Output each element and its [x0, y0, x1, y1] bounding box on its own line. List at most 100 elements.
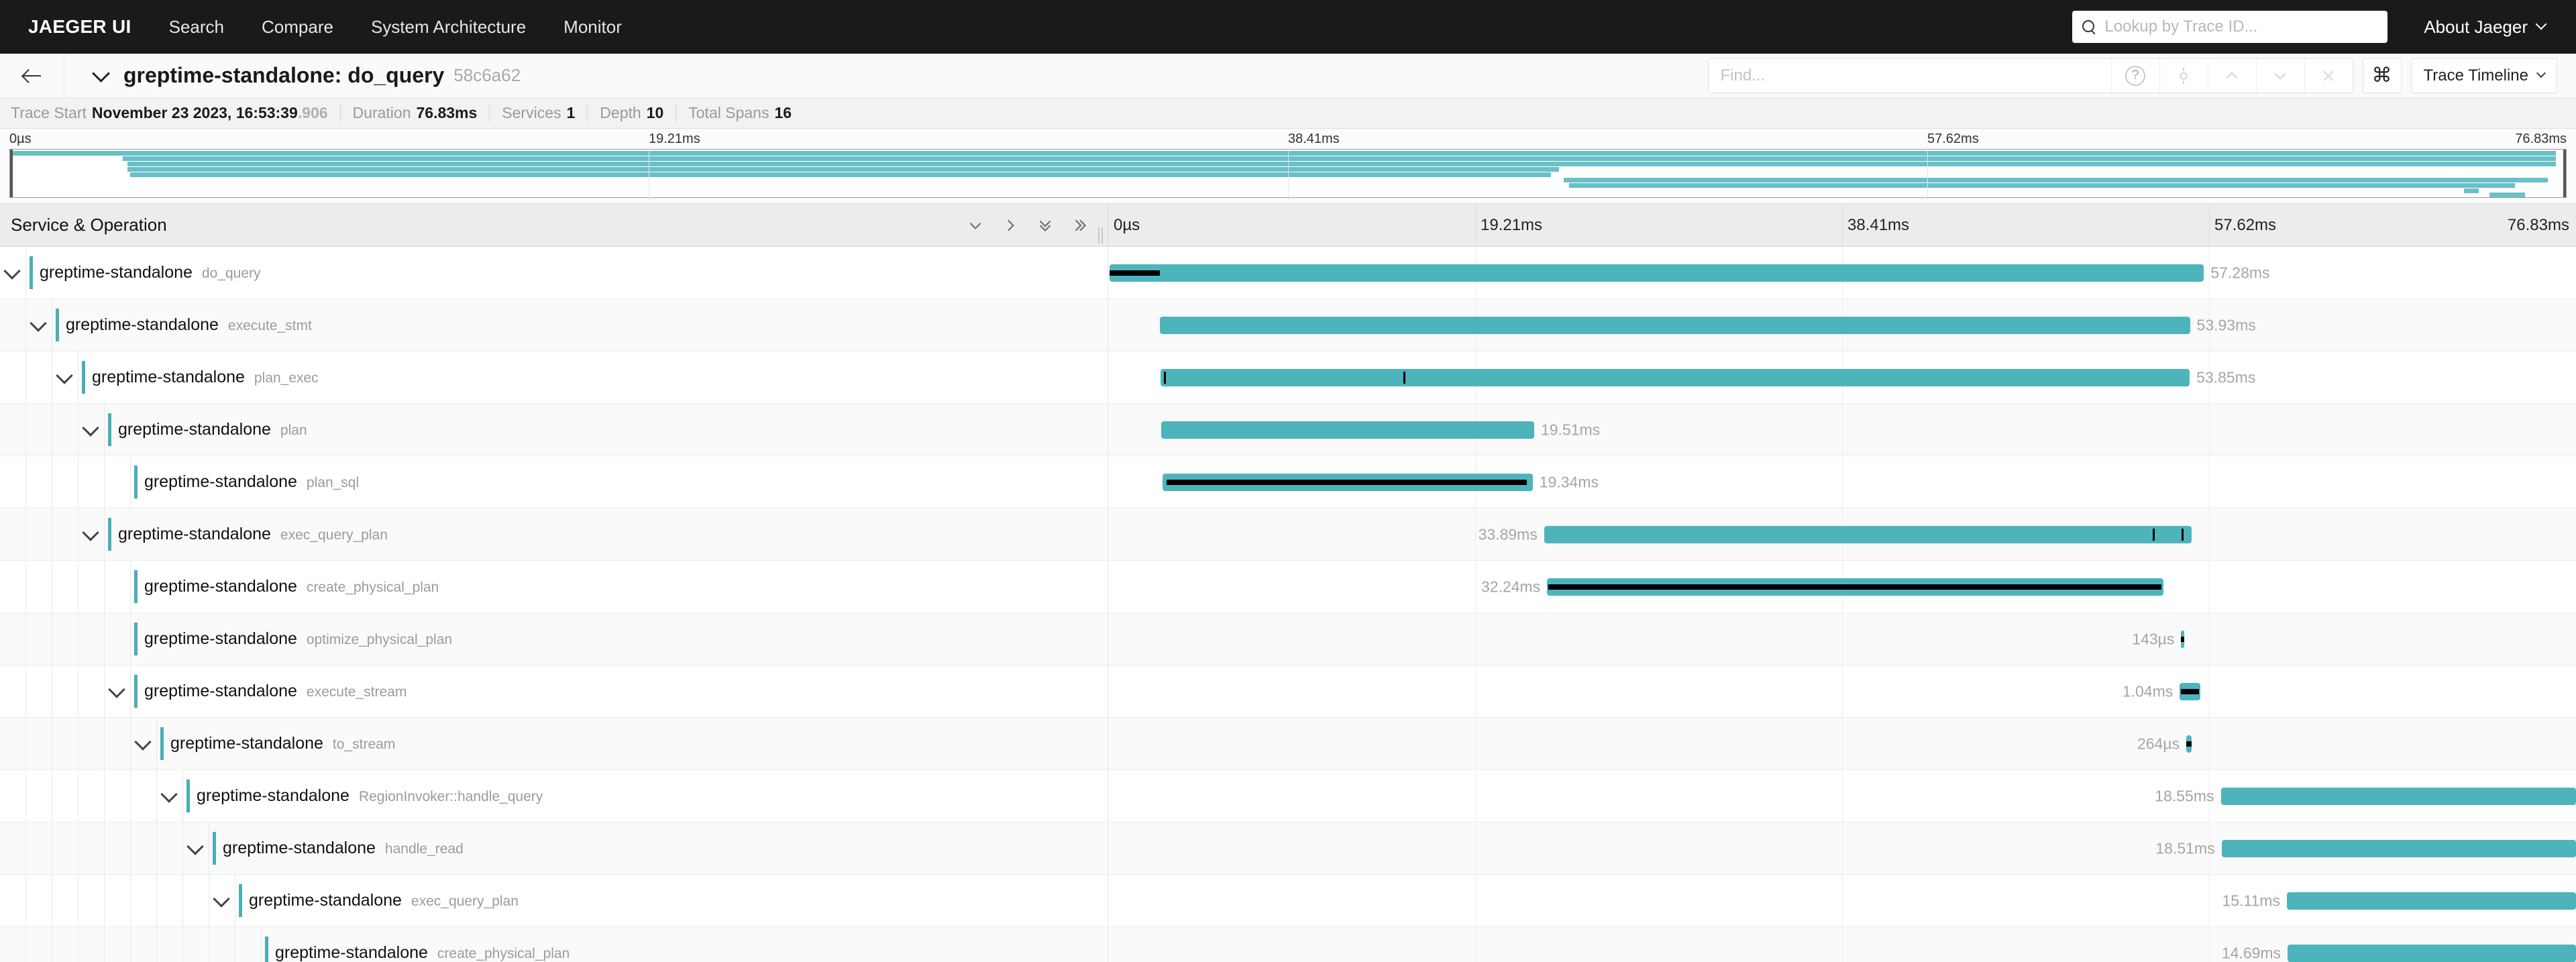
span-row[interactable]: greptime-standalone plan_exec 53.85ms — [0, 352, 2576, 404]
timeline-tick-label: 19.21ms — [1481, 216, 1543, 234]
span-row-label-cell[interactable]: greptime-standalone plan_sql — [0, 456, 1108, 508]
span-duration-bar[interactable] — [1544, 525, 2192, 543]
span-row[interactable]: greptime-standalone plan_sql 19.34ms — [0, 456, 2576, 509]
span-duration-bar[interactable] — [1161, 368, 2190, 386]
chevron-up-icon — [2226, 71, 2238, 78]
span-row[interactable]: greptime-standalone exec_query_plan 15.11m… — [0, 875, 2576, 927]
brand-logo[interactable]: JAEGER UI — [28, 16, 131, 37]
chevron-down-icon[interactable] — [107, 682, 127, 702]
span-duration-label: 53.93ms — [2196, 316, 2256, 333]
chevron-down-icon[interactable] — [160, 786, 180, 806]
span-duration-bar[interactable] — [2181, 630, 2185, 648]
nav-link-compare[interactable]: Compare — [262, 16, 333, 37]
span-row-timeline-cell[interactable]: 264µs — [1108, 718, 2576, 769]
span-row-timeline-cell[interactable]: 14.69ms — [1108, 927, 2576, 962]
span-row-label-cell[interactable]: greptime-standalone create_physical_plan — [0, 927, 1108, 962]
span-row-timeline-cell[interactable]: 1.04ms — [1108, 665, 2576, 717]
chevron-down-icon[interactable] — [212, 891, 232, 911]
span-row-label-cell[interactable]: greptime-standalone plan_exec — [0, 352, 1108, 403]
span-row[interactable]: greptime-standalone create_physical_plan 1… — [0, 927, 2576, 962]
prev-match-button[interactable] — [2207, 58, 2256, 93]
chevron-down-icon[interactable] — [81, 525, 101, 545]
span-row-label-cell[interactable]: greptime-standalone RegionInvoker::handle… — [0, 770, 1108, 822]
collapse-one-level-icon[interactable] — [1002, 215, 1019, 235]
span-row-timeline-cell[interactable]: 15.11ms — [1108, 875, 2576, 926]
about-jaeger-label: About Jaeger — [2424, 16, 2528, 37]
span-label: greptime-standalone RegionInvoker::handle… — [197, 786, 543, 806]
minimap-drag-handle-left[interactable] — [10, 150, 13, 197]
span-duration-bar[interactable] — [2221, 839, 2576, 857]
back-button[interactable] — [0, 54, 64, 97]
span-duration-bar[interactable] — [2220, 787, 2576, 805]
span-row-label-cell[interactable]: greptime-standalone exec_query_plan — [0, 509, 1108, 560]
next-match-button[interactable] — [2255, 58, 2304, 93]
find-help-button[interactable]: ? — [2110, 58, 2159, 93]
span-row-timeline-cell[interactable]: 18.51ms — [1108, 822, 2576, 874]
span-label: greptime-standalone plan_exec — [92, 368, 319, 387]
chevron-down-icon[interactable] — [3, 263, 23, 283]
span-row[interactable]: greptime-standalone optimize_physical_pla… — [0, 613, 2576, 665]
collapse-all-icon[interactable] — [1071, 215, 1089, 235]
span-row[interactable]: greptime-standalone to_stream 264µs — [0, 718, 2576, 770]
span-duration-bar[interactable] — [1547, 578, 2164, 596]
span-duration-bar[interactable] — [2286, 892, 2576, 910]
span-duration-bar[interactable] — [1159, 316, 2190, 334]
top-navigation-bar: JAEGER UI Search Compare System Architec… — [0, 0, 2576, 54]
span-row-timeline-cell[interactable]: 19.51ms — [1108, 404, 2576, 456]
span-row[interactable]: greptime-standalone execute_stmt 53.93ms — [0, 299, 2576, 352]
trace-id-lookup[interactable] — [2072, 11, 2388, 43]
span-row-timeline-cell[interactable]: 32.24ms — [1108, 561, 2576, 612]
span-row-timeline-cell[interactable]: 18.55ms — [1108, 770, 2576, 822]
span-row-label-cell[interactable]: greptime-standalone plan — [0, 404, 1108, 456]
expand-one-level-icon[interactable] — [967, 215, 984, 235]
span-duration-bar[interactable] — [2186, 735, 2192, 753]
find-input[interactable] — [1708, 58, 2111, 93]
chevron-down-icon[interactable] — [186, 839, 206, 859]
span-duration-bar[interactable] — [2288, 944, 2576, 962]
span-row-label-cell[interactable]: greptime-standalone to_stream — [0, 718, 1108, 769]
span-duration-bar[interactable] — [2180, 682, 2200, 700]
chevron-down-icon[interactable] — [81, 420, 101, 440]
span-row[interactable]: greptime-standalone create_physical_plan 3… — [0, 561, 2576, 613]
span-row-timeline-cell[interactable]: 143µs — [1108, 613, 2576, 665]
span-row-timeline-cell[interactable]: 57.28ms — [1108, 247, 2576, 299]
minimap-drag-handle-right[interactable] — [2563, 150, 2566, 197]
span-row-label-cell[interactable]: greptime-standalone create_physical_plan — [0, 561, 1108, 612]
chevron-down-icon[interactable] — [133, 734, 154, 754]
trace-minimap[interactable]: 0µs 19.21ms 38.41ms 57.62ms 76.83ms — [0, 129, 2576, 204]
collapse-header-toggle[interactable] — [94, 68, 109, 83]
chevron-down-icon[interactable] — [29, 315, 49, 335]
nav-link-system-architecture[interactable]: System Architecture — [370, 16, 527, 37]
column-resize-handle[interactable] — [1098, 227, 1105, 244]
span-row-label-cell[interactable]: greptime-standalone handle_read — [0, 822, 1108, 874]
expand-all-icon[interactable] — [1036, 215, 1054, 235]
about-jaeger-menu[interactable]: About Jaeger — [2424, 16, 2547, 38]
chevron-down-icon[interactable] — [55, 368, 75, 388]
span-row-label-cell[interactable]: greptime-standalone do_query — [0, 247, 1108, 299]
keyboard-shortcuts-button[interactable]: ⌘ — [2362, 58, 2402, 93]
span-row-timeline-cell[interactable]: 19.34ms — [1108, 456, 2576, 508]
span-row-label-cell[interactable]: greptime-standalone exec_query_plan — [0, 875, 1108, 926]
nav-link-monitor[interactable]: Monitor — [564, 16, 622, 37]
span-row[interactable]: greptime-standalone RegionInvoker::handle… — [0, 770, 2576, 822]
view-mode-select[interactable]: Trace Timeline — [2410, 58, 2557, 93]
span-row[interactable]: greptime-standalone plan 19.51ms — [0, 404, 2576, 456]
span-row-label-cell[interactable]: greptime-standalone execute_stream — [0, 665, 1108, 717]
focus-matches-button[interactable] — [2159, 58, 2208, 93]
span-row[interactable]: greptime-standalone do_query 57.28ms — [0, 247, 2576, 299]
span-row[interactable]: greptime-standalone execute_stream 1.04ms — [0, 665, 2576, 718]
span-row-label-cell[interactable]: greptime-standalone execute_stmt — [0, 299, 1108, 351]
span-row-timeline-cell[interactable]: 53.93ms — [1108, 299, 2576, 351]
span-service-name: greptime-standalone — [144, 682, 297, 700]
span-duration-bar[interactable] — [1110, 264, 2204, 282]
span-row[interactable]: greptime-standalone exec_query_plan 33.89m… — [0, 509, 2576, 561]
clear-find-button[interactable] — [2304, 58, 2353, 93]
span-duration-bar[interactable] — [1161, 421, 1534, 439]
span-row[interactable]: greptime-standalone handle_read 18.51ms — [0, 822, 2576, 875]
nav-link-search[interactable]: Search — [168, 16, 225, 37]
span-duration-bar[interactable] — [1163, 473, 1533, 491]
span-row-timeline-cell[interactable]: 53.85ms — [1108, 352, 2576, 403]
trace-id-input[interactable] — [2104, 17, 2379, 36]
span-row-timeline-cell[interactable]: 33.89ms — [1108, 509, 2576, 560]
span-row-label-cell[interactable]: greptime-standalone optimize_physical_pla… — [0, 613, 1108, 665]
